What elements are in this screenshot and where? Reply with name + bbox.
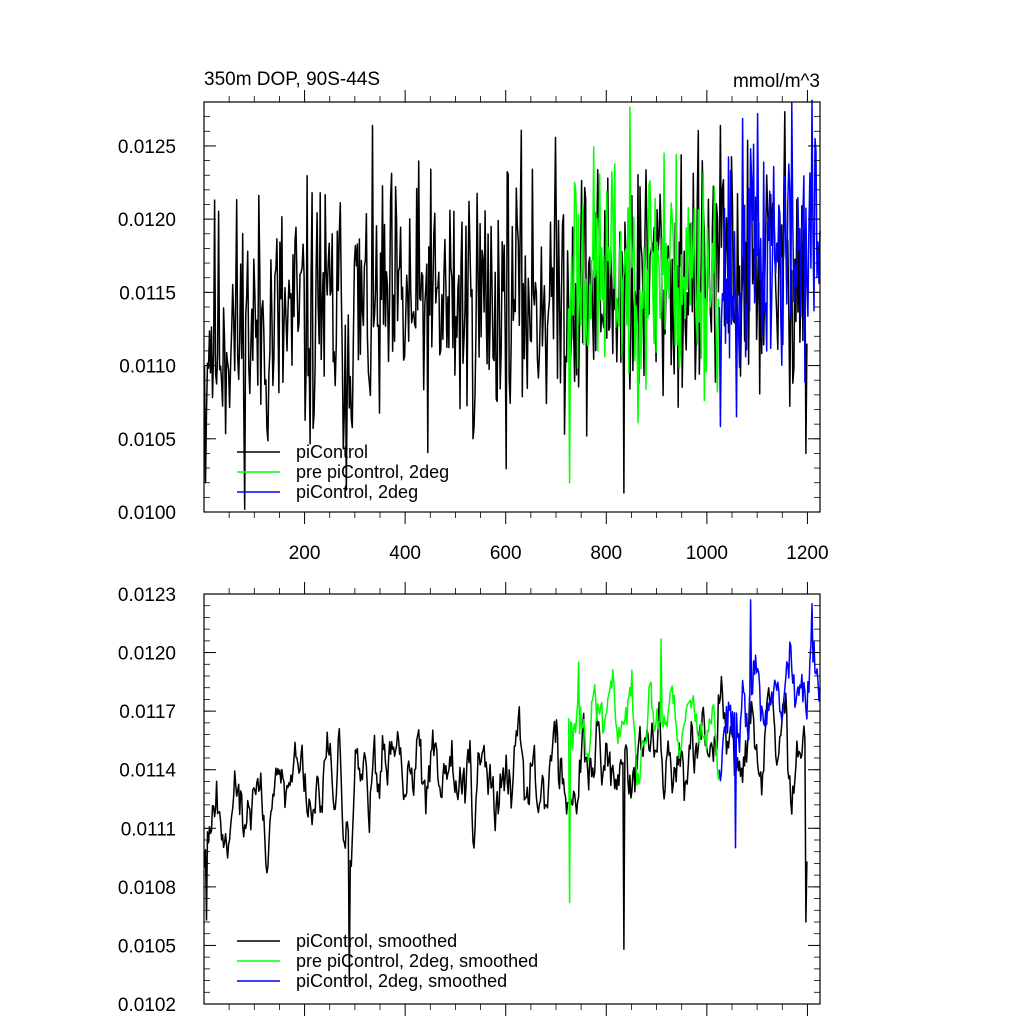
bottom-y-tick-label: 0.0123 [118, 585, 176, 606]
bottom-y-tick-label: 0.0111 [121, 819, 176, 840]
top-x-tick-label: 1000 [686, 543, 728, 564]
bottom-series-group [203, 599, 821, 986]
top-y-tick-label: 0.0120 [118, 210, 176, 231]
bottom-y-tick-label: 0.0105 [118, 936, 176, 957]
top-panel: 350m DOP, 90S-44S mmol/m^3 0.01000.01050… [118, 69, 829, 564]
top-chart-title: 350m DOP, 90S-44S [204, 69, 380, 90]
bottom-legend-label-picontrol-2deg-smoothed: piControl, 2deg, smoothed [296, 971, 507, 991]
bottom-series-line-picontrol-2deg-smoothed [718, 599, 821, 849]
top-x-tick-label: 400 [389, 543, 421, 564]
top-chart-units: mmol/m^3 [733, 71, 820, 92]
bottom-series-line-picontrol-smoothed [203, 675, 808, 986]
bottom-plot-frame [203, 593, 821, 1005]
top-x-tick-label: 200 [289, 543, 321, 564]
top-series-group [203, 99, 821, 510]
top-y-tick-label: 0.0105 [118, 430, 176, 451]
bottom-legend-label-picontrol-smoothed: piControl, smoothed [296, 931, 457, 951]
top-y-tick-label: 0.0110 [119, 357, 176, 378]
bottom-y-tick-label: 0.0120 [118, 644, 176, 665]
bottom-series-line-pre-picontrol-2deg-smoothed [567, 638, 721, 904]
top-series-line-picontrol-2deg [718, 99, 821, 428]
top-y-tick-label: 0.0100 [118, 503, 176, 524]
top-axis-ticks: 0.0100 0.0105 0.0110 0.0115 0.0120 0.0125 200 4… [118, 90, 829, 564]
top-legend-label-picontrol-2deg: piControl, 2deg [296, 482, 418, 502]
top-series-line-picontrol [203, 110, 808, 510]
top-y-tick-label: 0.0115 [119, 283, 176, 304]
bottom-y-tick-label: 0.0108 [118, 878, 176, 899]
bottom-legend-label-pre-picontrol-2deg-smoothed: pre piControl, 2deg, smoothed [296, 951, 538, 971]
bottom-axis-ticks: 0.0102 0.0105 0.0108 0.0111 0.0114 0.0117 0.01… [118, 582, 820, 1016]
top-x-tick-label: 600 [490, 543, 522, 564]
bottom-panel: 0.0102 0.0105 0.0108 0.0111 0.0114 0.0117 0.01… [118, 582, 821, 1016]
top-x-tick-label: 800 [590, 543, 622, 564]
top-x-tick-label: 1200 [786, 543, 828, 564]
top-y-tick-label: 0.0125 [118, 137, 176, 158]
bottom-y-tick-label: 0.0114 [119, 761, 176, 782]
top-series-line-pre-picontrol-2deg [567, 106, 721, 484]
top-legend-label-picontrol: piControl [296, 442, 368, 462]
bottom-y-tick-label: 0.0117 [119, 702, 176, 723]
top-legend-label-pre-picontrol-2deg: pre piControl, 2deg [296, 462, 449, 482]
bottom-y-tick-label: 0.0102 [118, 995, 176, 1016]
